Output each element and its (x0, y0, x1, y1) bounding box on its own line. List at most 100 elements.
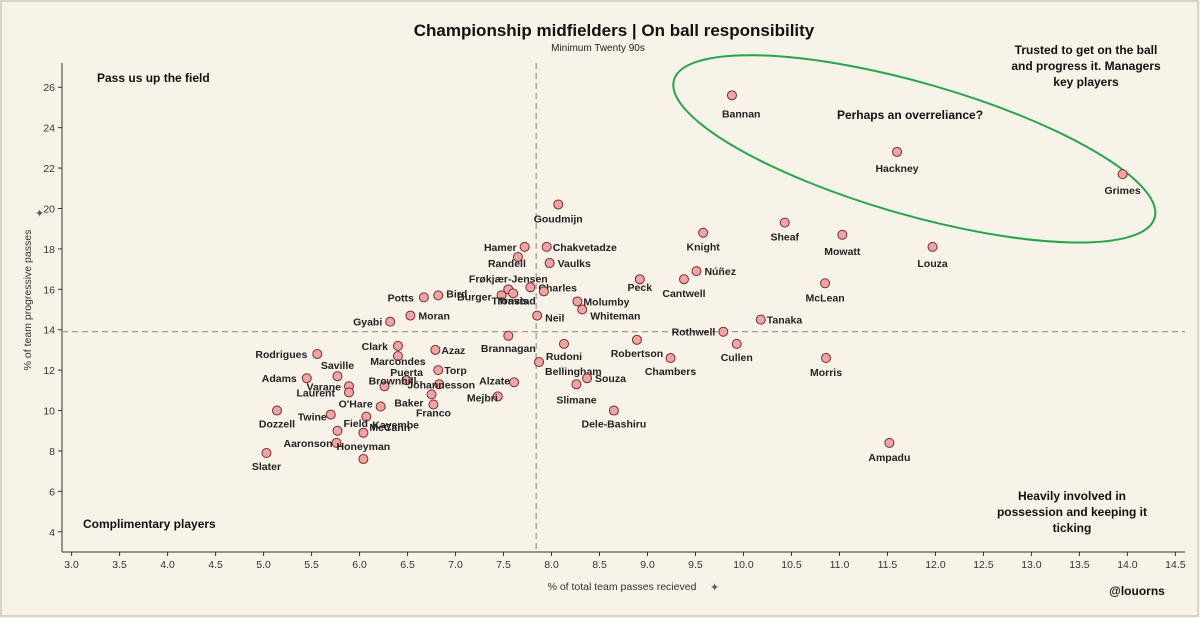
point-label: Vaulks (558, 258, 591, 270)
x-tick-label: 8.5 (592, 559, 607, 571)
x-tick-label: 14.5 (1165, 559, 1186, 571)
data-point (512, 251, 523, 262)
data-point (272, 405, 283, 416)
x-tick-label: 8.0 (544, 559, 559, 571)
data-point (312, 348, 323, 359)
y-tick-label: 20 (43, 203, 55, 215)
data-point (261, 447, 272, 458)
y-tick-label: 16 (43, 284, 55, 296)
data-point (571, 379, 582, 390)
data-point (428, 399, 439, 410)
data-point (884, 437, 895, 448)
point-label: Whiteman (590, 311, 640, 323)
data-point (698, 227, 709, 238)
x-tick-label: 3.0 (64, 559, 79, 571)
data-point (519, 241, 530, 252)
data-point (634, 274, 645, 285)
y-tick-label: 6 (49, 486, 55, 498)
data-point (678, 274, 689, 285)
data-point (392, 350, 403, 361)
data-point (572, 296, 583, 307)
y-tick-label: 18 (43, 244, 55, 256)
data-point (508, 288, 519, 299)
x-tick-label: 13.5 (1069, 559, 1090, 571)
note-bottom-right-1: Heavily involved in (1018, 489, 1126, 503)
data-point (418, 292, 429, 303)
x-tick-label: 10.5 (781, 559, 802, 571)
y-tick-label: 12 (43, 365, 55, 377)
point-label: Louza (917, 258, 947, 270)
note-ellipse: Perhaps an overreliance? (837, 108, 983, 122)
x-axis-title: % of total team passes recieved (548, 581, 697, 593)
data-point (525, 282, 536, 293)
chart-title: Championship midfielders | On ball respo… (414, 21, 815, 40)
point-label: Sheaf (770, 232, 799, 244)
point-label: Dele-Bashiru (582, 419, 647, 431)
data-point (892, 146, 903, 157)
note-top-right-1: Trusted to get on the ball (1015, 43, 1158, 57)
data-point (401, 375, 412, 386)
x-tick-label: 4.5 (208, 559, 223, 571)
data-point (301, 373, 312, 384)
data-point (1117, 169, 1128, 180)
point-label: Varane (307, 381, 342, 393)
point-label: Twine (298, 412, 327, 424)
point-label: Randell (488, 258, 526, 270)
point-label: Torp (444, 365, 467, 377)
note-top-left: Pass us up the field (97, 71, 210, 85)
point-label: Travis (498, 295, 529, 307)
x-tick-label: 7.5 (496, 559, 511, 571)
point-label: Moran (418, 311, 450, 323)
point-label: Chambers (645, 366, 697, 378)
point-label: Bannan (722, 108, 761, 120)
x-tick-label: 5.0 (256, 559, 271, 571)
data-point (718, 326, 729, 337)
point-label: Jóhannesson (407, 379, 475, 391)
data-point (821, 353, 832, 364)
point-label: Bird (446, 288, 467, 300)
data-point (492, 391, 503, 402)
data-point (691, 266, 702, 277)
x-tick-label: 6.0 (352, 559, 367, 571)
point-label: Frøkjær-Jensen (469, 273, 548, 285)
point-label: Ampadu (868, 452, 910, 464)
chart-subtitle: Minimum Twenty 90s (551, 43, 645, 54)
data-point (331, 437, 342, 448)
credit-handle: @louorns (1109, 584, 1165, 598)
data-point (503, 330, 514, 341)
point-label: Brannagan (481, 343, 536, 355)
data-point (631, 334, 642, 345)
x-tick-label: 9.5 (688, 559, 703, 571)
point-label: McCann (369, 422, 410, 434)
point-label: Núñez (704, 266, 736, 278)
point-label: Mejbri (467, 392, 498, 404)
data-point (544, 258, 555, 269)
data-point (405, 310, 416, 321)
data-point (582, 373, 593, 384)
point-label: Goudmijn (534, 213, 583, 225)
point-label: Morris (810, 367, 842, 379)
y-tick-label: 4 (49, 527, 55, 539)
x-axis-pin-icon: ✦ (710, 581, 719, 594)
point-label: Rodrigues (255, 349, 307, 361)
point-label: O'Hare (339, 399, 373, 411)
data-point (532, 310, 543, 321)
point-label: Puerta (390, 367, 423, 379)
data-point (820, 278, 831, 289)
note-bottom-right-3: ticking (1053, 521, 1092, 535)
data-point (325, 409, 336, 420)
point-label: Tronstad (491, 295, 535, 307)
highlight-ellipse (672, 54, 1157, 244)
data-point (534, 357, 545, 368)
point-label: Gyabi (353, 317, 382, 329)
plot-area: 3.0 3.5 4.0 4.5 5.0 5.5 6.0 6.5 7.0 7.5 8.0 8.5 9.0 9… (43, 54, 1186, 571)
data-point (509, 377, 520, 388)
point-label: Brownhill (369, 375, 417, 387)
point-label: Knight (687, 242, 721, 254)
note-bottom-right-2: possession and keeping it (997, 505, 1147, 519)
data-point (927, 241, 938, 252)
point-label: Hamer (484, 242, 517, 254)
point-label: McLean (806, 292, 845, 304)
